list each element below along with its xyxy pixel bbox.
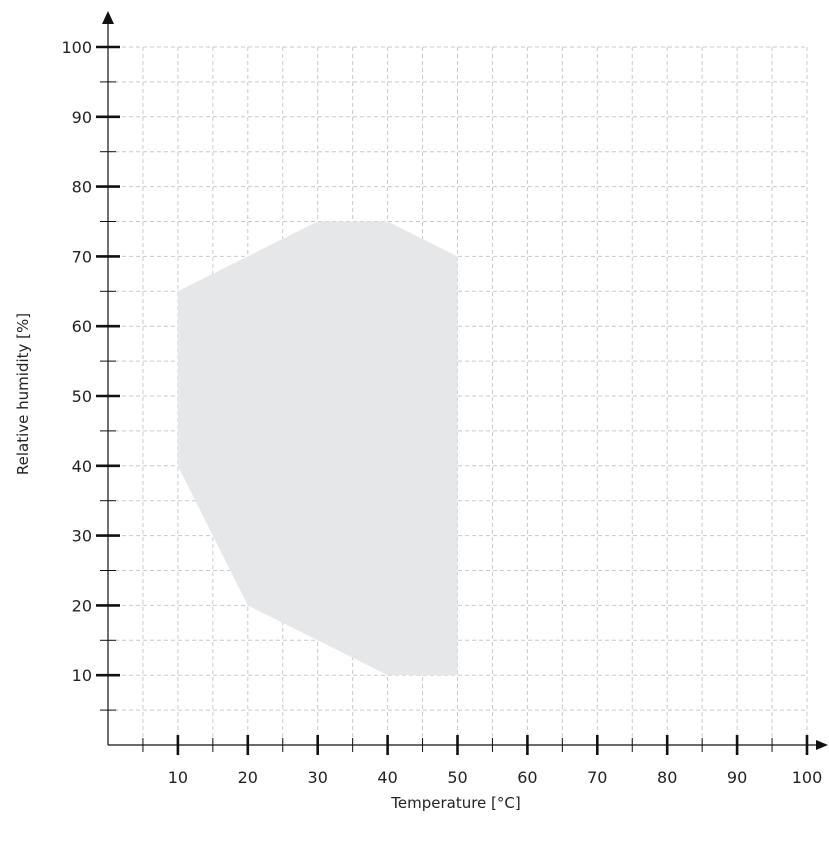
y-tick-label: 100 (61, 38, 92, 57)
axis-layer (96, 11, 828, 755)
x-axis-title: Temperature [°C] (390, 794, 520, 812)
y-tick-label: 80 (72, 178, 92, 197)
y-tick-label: 20 (72, 596, 92, 615)
x-tick-label: 90 (727, 768, 747, 787)
y-tick-label: 40 (72, 457, 92, 476)
operating-range-area (177, 221, 458, 676)
x-tick-label: 30 (308, 768, 328, 787)
x-axis-arrow (816, 740, 828, 750)
x-tick-label: 50 (447, 768, 467, 787)
y-tick-label: 30 (72, 527, 92, 546)
y-tick-label: 60 (72, 317, 92, 336)
y-tick-label: 90 (72, 108, 92, 127)
x-tick-label: 70 (587, 768, 607, 787)
x-tick-label: 20 (238, 768, 258, 787)
x-tick-label: 10 (168, 768, 188, 787)
x-tick-label: 40 (377, 768, 397, 787)
y-tick-label: 10 (72, 666, 92, 685)
x-tick-label: 80 (657, 768, 677, 787)
tick-label-layer: 10 20 30 40 50 60 70 80 90 100 10 20 30 40 50 60 70 80 90 1… (61, 38, 822, 787)
y-axis-title: Relative humidity [%] (14, 313, 32, 475)
x-tick-label: 100 (792, 768, 823, 787)
y-tick-label: 70 (72, 247, 92, 266)
x-tick-label: 60 (517, 768, 537, 787)
area-layer (177, 221, 458, 676)
y-tick-label: 50 (72, 387, 92, 406)
y-axis-arrow (102, 11, 114, 24)
